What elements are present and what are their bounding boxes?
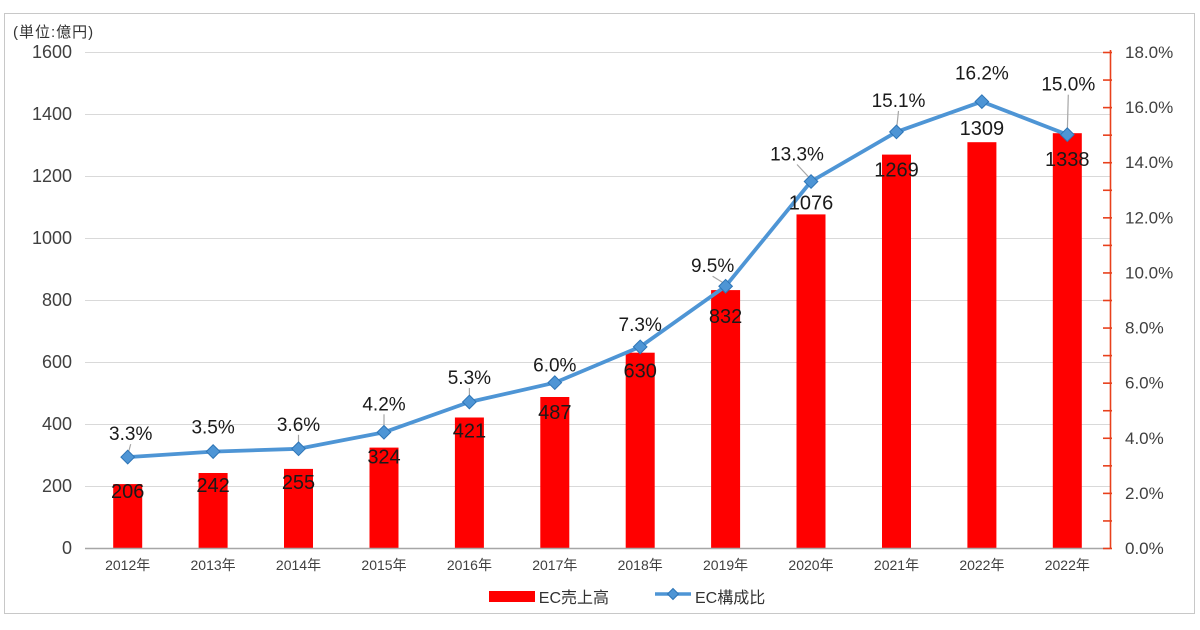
- line-marker-diamond: [461, 394, 477, 410]
- legend-label-ec-ratio: EC構成比: [695, 590, 766, 607]
- x-axis-label: 2019年: [703, 557, 748, 573]
- legend-item-ec-sales: EC売上高: [488, 584, 609, 608]
- line-marker-diamond: [120, 449, 136, 465]
- legend-label-ec-sales: EC売上高: [538, 590, 609, 607]
- line-marker-diamond: [803, 174, 819, 190]
- x-axis-label: 2012年: [105, 557, 150, 573]
- pct-value-label: 3.3%: [109, 424, 152, 445]
- line-swatch-graphic: [655, 587, 691, 600]
- bar-value-label: 1269: [874, 160, 919, 182]
- bar: [796, 214, 826, 548]
- bar: [198, 473, 228, 548]
- line-marker-diamond: [376, 424, 392, 440]
- x-axis-label: 2014年: [276, 557, 321, 573]
- bar-value-label: 630: [624, 361, 657, 383]
- left-axis-tick-label: 1000: [32, 228, 72, 248]
- label-leader-line: [1066, 94, 1069, 133]
- x-axis-label: 2016年: [447, 557, 492, 573]
- legend: EC売上高 EC構成比: [27, 584, 1200, 608]
- legend-item-ec-ratio: EC構成比: [655, 584, 765, 608]
- bar-value-label: 1309: [960, 118, 1005, 140]
- x-axis-label: 2013年: [191, 557, 236, 573]
- right-axis-tick-label: 0.0%: [1125, 539, 1164, 558]
- left-axis-tick-label: 1400: [32, 104, 72, 124]
- bar: [882, 154, 911, 548]
- line-marker-diamond: [547, 375, 563, 391]
- bar: [284, 468, 313, 548]
- pct-value-label: 3.6%: [277, 415, 320, 436]
- bar: [454, 417, 484, 548]
- right-axis-tick-label: 16.0%: [1125, 98, 1173, 117]
- line-marker-diamond: [291, 441, 307, 457]
- left-axis-tick-label: 800: [42, 290, 72, 310]
- bar: [369, 447, 399, 548]
- line-marker-diamond: [718, 278, 734, 294]
- left-axis-tick-label: 200: [42, 476, 72, 496]
- left-axis-tick-label: 400: [42, 414, 72, 434]
- bar-value-label: 242: [196, 475, 229, 497]
- left-axis-unit-label: (単位:億円): [13, 24, 95, 41]
- pct-value-label: 5.3%: [448, 368, 491, 389]
- line-marker-diamond: [974, 94, 990, 110]
- bar: [711, 290, 741, 548]
- pct-value-label: 15.0%: [1041, 75, 1095, 96]
- left-axis-tick-label: 0: [62, 538, 72, 558]
- x-axis-label: 2017年: [532, 557, 577, 573]
- right-axis-tick-label: 6.0%: [1125, 374, 1164, 393]
- pct-value-label: 4.2%: [362, 394, 405, 415]
- bar: [625, 352, 655, 548]
- bar-value-label: 255: [282, 472, 315, 494]
- right-axis-tick-label: 18.0%: [1125, 43, 1173, 62]
- pct-value-label: 6.0%: [533, 356, 576, 377]
- series-line: [125, 99, 1070, 460]
- left-axis-tick-label: 600: [42, 352, 72, 372]
- bar-value-label: 487: [538, 402, 571, 424]
- x-axis-label: 2015年: [361, 557, 406, 573]
- right-axis-tick-label: 10.0%: [1125, 263, 1173, 282]
- pct-value-label: 3.5%: [191, 418, 234, 439]
- bar-value-label: 324: [367, 447, 400, 469]
- bar-value-label: 421: [453, 421, 486, 443]
- x-axis-label: 2022年: [1045, 557, 1090, 573]
- left-axis-tick-label: 1600: [32, 42, 72, 62]
- bar-value-label: 832: [709, 306, 742, 328]
- right-axis-tick-label: 12.0%: [1125, 208, 1173, 227]
- bar: [540, 397, 570, 548]
- right-axis-tick-label: 2.0%: [1125, 484, 1164, 503]
- right-axis-tick-label: 8.0%: [1125, 319, 1164, 338]
- bar: [1052, 133, 1082, 548]
- line-marker-diamond: [205, 444, 221, 460]
- bar-value-label: 206: [111, 481, 144, 503]
- line-marker-diamond: [888, 124, 904, 140]
- x-axis-label: 2022年: [959, 557, 1004, 573]
- line-marker-diamond: [632, 339, 648, 355]
- left-axis-tick-label: 1200: [32, 166, 72, 186]
- pct-value-label: 13.3%: [770, 145, 824, 166]
- x-axis-label: 2020年: [788, 557, 833, 573]
- bar: [113, 484, 143, 548]
- line-series-swatch: [655, 587, 691, 606]
- x-axis-label: 2018年: [618, 557, 663, 573]
- bar-series-swatch: [488, 590, 535, 602]
- bar-value-label: 1076: [789, 192, 834, 214]
- bar-value-label: 1338: [1045, 149, 1090, 171]
- line-marker-diamond: [1059, 127, 1075, 143]
- right-axis-tick-label: 14.0%: [1125, 153, 1173, 172]
- pct-value-label: 7.3%: [619, 315, 662, 336]
- pct-value-label: 16.2%: [955, 64, 1009, 85]
- bar: [967, 142, 997, 548]
- pct-value-label: 15.1%: [872, 91, 926, 112]
- right-axis-tick-label: 4.0%: [1125, 429, 1164, 448]
- pct-value-label: 9.5%: [691, 256, 734, 277]
- x-axis-label: 2021年: [874, 557, 919, 573]
